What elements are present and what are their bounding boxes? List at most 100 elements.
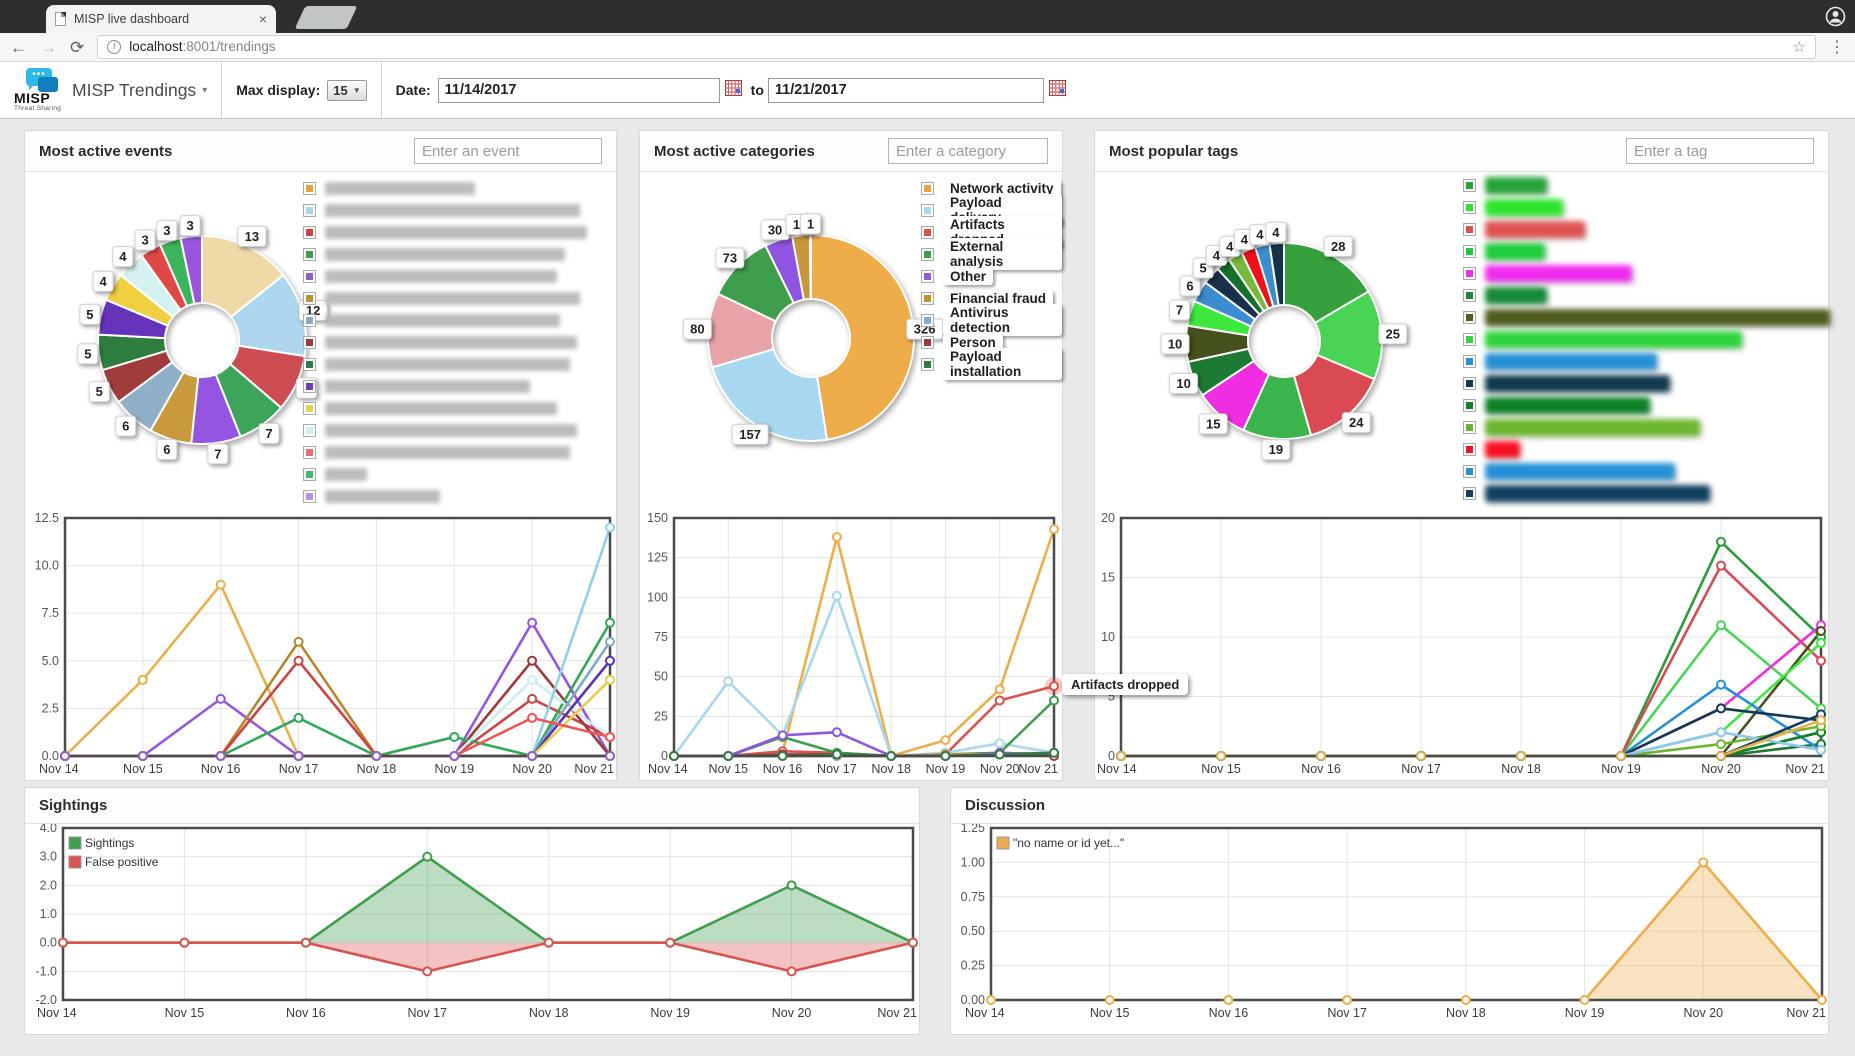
svg-text:Nov 21: Nov 21: [574, 762, 614, 776]
svg-text:Nov 16: Nov 16: [763, 762, 803, 776]
svg-text:Nov 18: Nov 18: [1446, 1006, 1486, 1020]
logo-subtitle: Threat Sharing: [14, 105, 62, 112]
svg-text:7: 7: [214, 446, 221, 461]
url-host: localhost: [129, 39, 183, 54]
svg-text:1.25: 1.25: [961, 824, 985, 835]
svg-text:Nov 17: Nov 17: [279, 762, 319, 776]
nav-title[interactable]: MISP Trendings: [72, 79, 197, 100]
legend-item: Network activity: [921, 177, 1062, 199]
url-path: :8001/trendings: [182, 39, 276, 54]
chevron-down-icon[interactable]: ▾: [202, 84, 208, 96]
reload-button[interactable]: ⟳: [70, 37, 85, 57]
svg-text:10: 10: [1176, 376, 1190, 391]
misp-logo[interactable]: ••• MISP Threat Sharing: [14, 68, 66, 112]
legend-swatch: [921, 291, 934, 305]
legend-swatch: [303, 489, 316, 503]
svg-text:0.0: 0.0: [40, 936, 57, 950]
svg-text:Nov 19: Nov 19: [434, 762, 474, 776]
legend-swatch: [921, 335, 934, 349]
date-from-input[interactable]: [437, 77, 720, 103]
date-to-input[interactable]: [767, 77, 1044, 103]
url-bar[interactable]: i localhost:8001/trendings ☆: [97, 35, 1816, 59]
category-legend-label: Other: [943, 267, 994, 285]
svg-text:5: 5: [84, 346, 91, 361]
svg-text:Nov 21: Nov 21: [877, 1006, 917, 1020]
legend-item: [1463, 438, 1830, 460]
max-display-select[interactable]: 15 ▼: [327, 79, 367, 101]
page-info-icon[interactable]: i: [107, 40, 122, 54]
blurred-event-label: [325, 313, 560, 327]
svg-text:2.0: 2.0: [40, 878, 57, 892]
panel-title: Most active events: [39, 142, 173, 160]
legend-swatch: [1463, 376, 1476, 390]
panel-discussion: Discussion 1.25 1.00 0.75 0.50 0.25 0.00 Nov 1…: [950, 787, 1829, 1035]
svg-text:10: 10: [1168, 337, 1182, 352]
select-caret-icon: ▼: [352, 85, 361, 95]
blurred-event-label: [325, 203, 580, 217]
tags-line-chart[interactable]: 0 5 10 15 20 Nov 14 Nov 15 Nov 16 Nov 17 Nov 18 No…: [1095, 511, 1828, 782]
browser-menu-icon[interactable]: ⋮: [1829, 39, 1845, 56]
legend-swatch: [1463, 420, 1476, 434]
calendar-icon[interactable]: [1048, 79, 1066, 101]
svg-text:Nov 17: Nov 17: [1327, 1006, 1367, 1020]
legend-swatch: [303, 203, 316, 217]
legend-item: [303, 199, 587, 221]
events-donut-chart[interactable]: 13128776655544333: [25, 172, 616, 512]
legend-item: Financial fraud: [921, 287, 1062, 309]
svg-text:3: 3: [141, 233, 148, 248]
events-donut-area: 13128776655544333: [25, 172, 616, 512]
blurred-tag-pill: [1485, 484, 1710, 502]
svg-text:Nov 20: Nov 20: [1683, 1006, 1723, 1020]
events-line-chart[interactable]: 0.0 2.5 5.0 7.5 10.0 12.5 Nov 14 Nov 15 Nov 16 No…: [25, 511, 616, 782]
browser-profile-icon[interactable]: [1825, 6, 1846, 32]
legend-item: [303, 353, 587, 375]
event-search-input[interactable]: [414, 138, 602, 164]
svg-text:25: 25: [1386, 326, 1400, 341]
back-button[interactable]: ←: [10, 37, 27, 57]
forward-button[interactable]: →: [40, 37, 57, 57]
legend-swatch: [303, 379, 316, 393]
svg-text:28: 28: [1331, 239, 1345, 254]
svg-text:4.0: 4.0: [40, 824, 57, 835]
svg-text:4: 4: [1241, 232, 1249, 247]
svg-text:Nov 15: Nov 15: [708, 762, 748, 776]
svg-text:6: 6: [163, 442, 170, 457]
category-search-input[interactable]: [888, 138, 1048, 164]
tag-search-input[interactable]: [1626, 138, 1814, 164]
svg-text:150: 150: [647, 512, 668, 525]
legend-swatch: [303, 401, 316, 415]
blurred-event-label: [325, 379, 530, 393]
legend-swatch: [303, 357, 316, 371]
tab-close-icon[interactable]: ×: [258, 11, 267, 27]
categories-donut-chart[interactable]: 326157807330191: [640, 172, 1062, 512]
svg-text:Nov 14: Nov 14: [1097, 762, 1137, 776]
svg-text:13: 13: [245, 229, 259, 244]
calendar-icon[interactable]: [724, 79, 742, 101]
legend-swatch: [921, 313, 934, 327]
legend-item: [303, 397, 587, 419]
svg-text:1.00: 1.00: [961, 855, 985, 869]
date-label: Date:: [395, 82, 431, 98]
categories-line-chart[interactable]: 0 25 50 75 100 125 150 Nov 14 Nov 15 Nov 16 Nov 17…: [640, 511, 1063, 782]
svg-text:Nov 17: Nov 17: [407, 1006, 447, 1020]
app-header: ••• MISP Threat Sharing MISP Trendings ▾…: [0, 62, 1855, 119]
blurred-tag-pill: [1485, 440, 1520, 458]
bookmark-star-icon[interactable]: ☆: [1792, 39, 1806, 56]
browser-tabstrip: MISP live dashboard ×: [0, 0, 1855, 33]
category-legend-label: Person: [943, 333, 1003, 351]
svg-text:7: 7: [1176, 303, 1183, 318]
legend-swatch: [303, 291, 316, 305]
browser-tab[interactable]: MISP live dashboard ×: [46, 5, 276, 33]
svg-text:Nov 14: Nov 14: [37, 1006, 77, 1020]
legend-item: [1463, 262, 1830, 284]
legend-item: [1463, 196, 1830, 218]
legend-swatch: [1463, 266, 1476, 280]
svg-text:Nov 19: Nov 19: [650, 1006, 690, 1020]
svg-text:5: 5: [86, 307, 93, 322]
svg-text:20: 20: [1101, 512, 1115, 525]
categories-panel-header: Most active categories: [640, 131, 1062, 172]
